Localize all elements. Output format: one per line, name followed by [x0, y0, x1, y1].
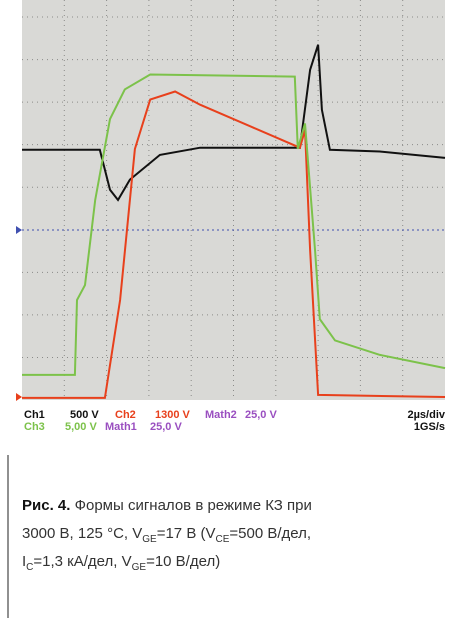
legend-name: Ch1: [24, 409, 45, 421]
legend-scale: 5,00 V: [65, 421, 97, 433]
legend-scale: 500 V: [70, 409, 99, 421]
caption-line: 3000 В, 125 °C, VGE=17 В (VCE=500 В/дел,: [22, 525, 311, 545]
caption-text: GE: [132, 562, 147, 573]
figure: Ch1 500 V Ch3 5,00 V Ch2 1300 V Math2 25,0 V Mat…: [0, 0, 464, 618]
legend-scale: 25,0 V: [150, 421, 182, 433]
legend-name: Math2: [205, 409, 237, 421]
timebase: 2µs/div: [407, 409, 445, 421]
legend-name: Ch2: [115, 409, 136, 421]
caption-line: IC=1,3 кА/дел, VGE=10 В/дел): [22, 553, 220, 573]
caption-text: CE: [216, 534, 230, 545]
caption-text: =17 В (V: [157, 525, 216, 542]
legend-name: Ch3: [24, 421, 45, 433]
caption-text: C: [26, 562, 33, 573]
caption-text: 3000 В, 125 °C, V: [22, 525, 142, 542]
sample-rate: 1GS/s: [414, 421, 445, 433]
caption-text: =1,3 кА/дел, V: [33, 553, 131, 570]
legend-name: Math1: [105, 421, 137, 433]
caption-text: =500 В/дел,: [229, 525, 311, 542]
caption-text: Формы сигналов в режиме КЗ при: [75, 497, 312, 514]
caption-text: =10 В/дел): [146, 553, 220, 570]
caption-text: GE: [142, 534, 157, 545]
legend-scale: 1300 V: [155, 409, 191, 421]
legend-scale: 25,0 V: [245, 409, 277, 421]
caption-label: Рис. 4.: [22, 497, 70, 514]
caption-line: Рис. 4. Формы сигналов в режиме КЗ при: [22, 497, 312, 514]
